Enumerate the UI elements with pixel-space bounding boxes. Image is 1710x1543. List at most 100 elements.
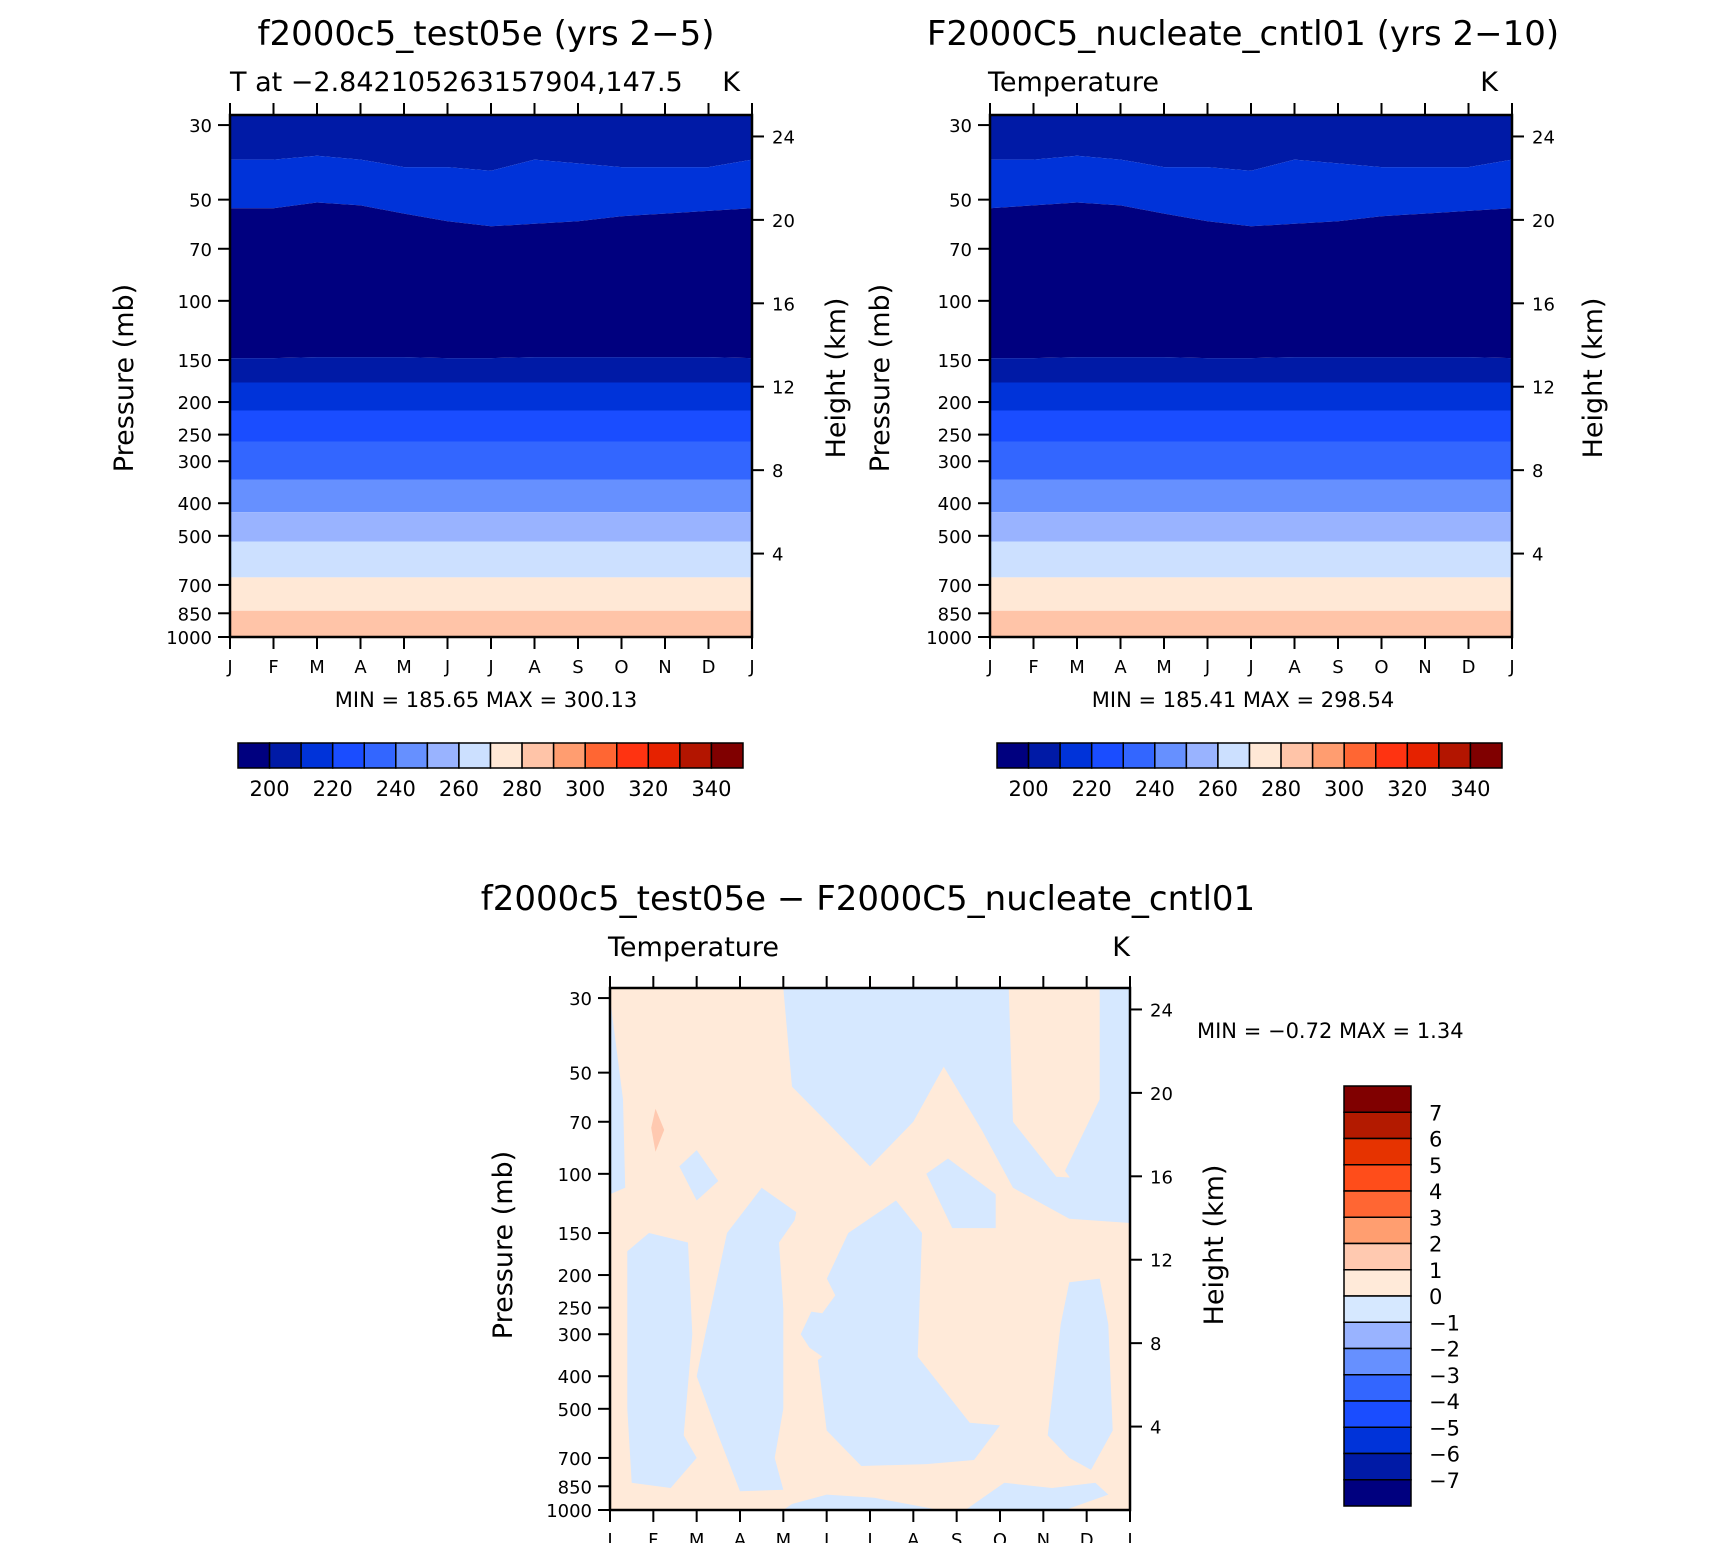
colorbar-box — [1027, 742, 1061, 769]
colorbar-box — [363, 742, 397, 769]
colorbar-label: −5 — [1429, 1416, 1460, 1440]
y-tick-label: 500 — [178, 527, 212, 548]
contour-band — [230, 610, 752, 637]
colorbar-box — [1280, 742, 1314, 769]
colorbar-box — [1343, 1347, 1412, 1376]
y-tick-label: 1000 — [166, 628, 212, 649]
panel-b-min-max: MIN = 185.41 MAX = 298.54 — [1092, 688, 1394, 712]
colorbar-box — [552, 742, 586, 769]
y2-tick-label: 4 — [1150, 1418, 1161, 1439]
y-tick-label: 400 — [178, 494, 212, 515]
contour-band — [990, 202, 1512, 359]
colorbar-box — [1343, 1295, 1412, 1323]
colorbar-box — [1343, 1216, 1412, 1245]
colorbar-box — [1438, 742, 1472, 769]
x-tick-label: J — [823, 1530, 829, 1543]
x-tick-label: D — [1462, 657, 1476, 678]
y-tick-label: 300 — [558, 1325, 592, 1346]
y2-tick-label: 8 — [1532, 461, 1543, 482]
y2-tick-label: 20 — [1532, 211, 1555, 232]
y-tick-label: 150 — [938, 351, 972, 372]
colorbar-label: 0 — [1429, 1285, 1442, 1309]
panel-c-title: f2000c5_test05e − F2000C5_nucleate_cntl0… — [481, 879, 1255, 919]
negative-region — [696, 1187, 797, 1492]
colorbar-box — [1469, 742, 1503, 769]
colorbar-label: 340 — [1450, 777, 1490, 801]
y2-tick-label: 20 — [1150, 1084, 1173, 1105]
colorbar-box — [1122, 742, 1156, 769]
colorbar-label: 220 — [313, 777, 353, 801]
x-tick-label: S — [951, 1530, 962, 1543]
colorbar-box — [1059, 742, 1093, 769]
negative-region — [965, 1482, 1109, 1510]
panel-b-y-label: Pressure (mb) — [865, 284, 896, 472]
x-tick-label: J — [1126, 1530, 1132, 1543]
y-tick-label: 200 — [558, 1266, 592, 1287]
y2-tick-label: 4 — [1532, 545, 1543, 566]
y-tick-label: 150 — [178, 351, 212, 372]
colorbar-label: 240 — [376, 777, 416, 801]
panel-a-y-label: Pressure (mb) — [109, 284, 140, 472]
colorbar-box — [679, 742, 713, 769]
colorbar-label: 3 — [1429, 1206, 1442, 1230]
panel-a-contour-plot: J F M A M J J A S O N D J 30 50 70 100 150 200 250 300 400 500… — [166, 103, 795, 678]
colorbar-box — [1090, 742, 1124, 769]
y-tick-label: 250 — [178, 426, 212, 447]
colorbar-label: 340 — [691, 777, 731, 801]
colorbar-box — [996, 742, 1030, 769]
y-tick-label: 70 — [569, 1113, 592, 1134]
y2-tick-label: 24 — [1150, 1000, 1173, 1021]
colorbar-box — [1343, 1452, 1412, 1481]
y2-tick-label: 16 — [1150, 1167, 1173, 1188]
negative-region — [783, 988, 1130, 1223]
x-tick-label: J — [1204, 657, 1210, 678]
y-tick-label: 100 — [938, 292, 972, 313]
x-tick-label: A — [1114, 657, 1127, 678]
x-tick-label: A — [354, 657, 367, 678]
contour-band — [990, 357, 1512, 383]
y-tick-label: 50 — [189, 191, 212, 212]
colorbar-box — [1343, 1321, 1412, 1350]
y-tick-label: 50 — [949, 191, 972, 212]
panel-c-contour-plot: J F M A M J J A S O N D J 30 50 70 100 150 200 250 300 400 500… — [546, 976, 1173, 1543]
panel-b: F2000C5_nucleate_cntl01 (yrs 2−10) Tempe… — [865, 14, 1609, 801]
colorbar-box — [1185, 742, 1219, 769]
colorbar-box — [1406, 742, 1440, 769]
y-tick-label: 400 — [558, 1367, 592, 1388]
panel-a-colorbar: 200 220 240 260 280 300 320 340 — [237, 742, 744, 801]
contour-band — [990, 441, 1512, 480]
colorbar-label: 4 — [1429, 1180, 1442, 1204]
contour-band — [230, 479, 752, 513]
colorbar-box — [458, 742, 492, 769]
y2-tick-label: 12 — [772, 378, 795, 399]
negative-region — [783, 1494, 940, 1510]
colorbar-box — [1343, 1426, 1412, 1455]
contour-band — [230, 202, 752, 359]
contour-band — [990, 155, 1512, 227]
y-tick-label: 30 — [189, 116, 212, 137]
colorbar-box — [426, 742, 460, 769]
y-tick-label: 100 — [178, 292, 212, 313]
contour-band — [990, 479, 1512, 513]
y-tick-label: 1000 — [546, 1501, 592, 1522]
x-tick-label: N — [658, 657, 671, 678]
colorbar-box — [300, 742, 334, 769]
positive-region — [783, 1341, 823, 1377]
y-tick-label: 400 — [938, 494, 972, 515]
colorbar-box — [1248, 742, 1282, 769]
colorbar-label: −6 — [1429, 1443, 1460, 1467]
panel-c: f2000c5_test05e − F2000C5_nucleate_cntl0… — [481, 879, 1464, 1543]
positive-region — [779, 1217, 836, 1314]
y-tick-label: 200 — [178, 393, 212, 414]
x-tick-label: J — [986, 657, 992, 678]
y-tick-label: 500 — [558, 1400, 592, 1421]
colorbar-label: 280 — [502, 777, 542, 801]
panel-a-title: f2000c5_test05e (yrs 2−5) — [257, 14, 714, 54]
colorbar-label: −1 — [1429, 1311, 1460, 1335]
x-tick-label: J — [748, 657, 754, 678]
panel-c-units: K — [1112, 932, 1131, 963]
colorbar-label: −4 — [1429, 1390, 1460, 1414]
colorbar-box — [1343, 1190, 1412, 1218]
colorbar-label: −3 — [1429, 1364, 1460, 1388]
contour-band — [990, 577, 1512, 611]
